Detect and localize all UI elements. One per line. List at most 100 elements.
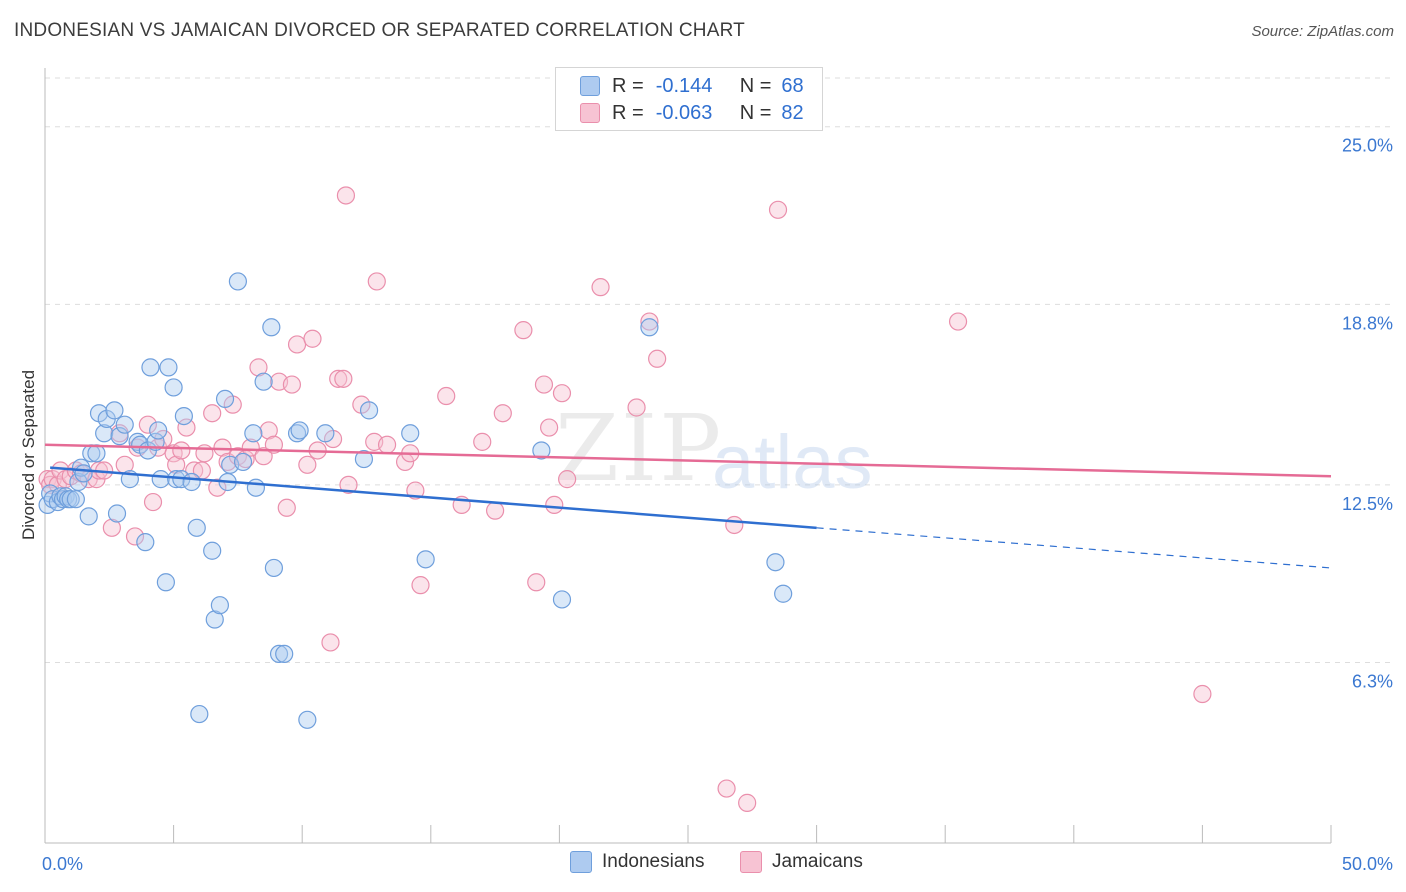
gridlines: [45, 77, 1394, 663]
watermark-zip: ZIP: [555, 395, 723, 502]
jamaican-point: [177, 418, 196, 437]
indonesian-point: [401, 424, 420, 443]
indonesian-point: [290, 421, 309, 440]
jamaican-point: [540, 418, 559, 437]
r-value: -0.063: [655, 101, 713, 124]
jamaican-point: [514, 321, 533, 340]
x-tick-label: 0.0%: [42, 854, 83, 874]
indonesian-point: [203, 541, 222, 560]
indonesian-point: [156, 573, 175, 592]
r-label: R =: [612, 74, 644, 97]
y-tick-label: 25.0%: [1342, 136, 1393, 156]
indonesian-point: [298, 710, 317, 729]
indonesian-point: [164, 378, 183, 397]
indonesian-point: [149, 421, 168, 440]
jamaican-point: [336, 186, 356, 205]
axes: [44, 68, 1332, 844]
indonesian-point: [205, 610, 224, 629]
jamaican-point: [143, 492, 163, 512]
jamaican-point: [167, 455, 186, 474]
jamaican-point: [51, 461, 70, 480]
chart-title: INDONESIAN VS JAMAICAN DIVORCED OR SEPAR…: [14, 20, 745, 41]
indonesian-point: [174, 406, 193, 426]
indonesian-point: [79, 507, 98, 526]
legend-row-indonesians: R = -0.144 N = 68: [580, 73, 804, 99]
indonesian-point: [269, 644, 289, 663]
jamaican-point: [203, 404, 222, 423]
jamaicans-legend-swatch: [740, 851, 762, 873]
legend-item-jamaicans[interactable]: Jamaicans: [740, 851, 863, 873]
jamaican-point: [259, 421, 278, 440]
jamaican-point: [948, 312, 968, 331]
axis-labels: 6.3% 12.5% 18.8% 25.0% 0.0% 50.0% Divorced or …: [19, 136, 1393, 874]
jamaican-point: [527, 573, 546, 592]
jamaican-point: [298, 455, 317, 474]
jamaican-point: [717, 779, 736, 798]
jamaican-point: [486, 501, 505, 520]
indonesians-trend-line: [50, 466, 817, 530]
indonesian-point: [774, 584, 793, 603]
y-tick-label: 18.8%: [1342, 313, 1393, 333]
indonesians-trend-extension: [816, 527, 1332, 569]
indonesian-point: [53, 490, 73, 509]
jamaican-point: [640, 312, 659, 331]
indonesian-point: [107, 504, 127, 523]
n-value: 82: [781, 101, 804, 124]
jamaican-point: [208, 478, 227, 497]
indonesian-point: [115, 415, 134, 434]
indonesian-point: [316, 424, 335, 443]
jamaicans-legend-label: Jamaicans: [772, 851, 863, 872]
indonesian-point: [354, 449, 374, 469]
jamaican-point: [545, 495, 564, 515]
trend-lines: [44, 443, 1332, 569]
jamaican-point: [218, 452, 237, 472]
jamaican-point: [473, 432, 492, 451]
legend-item-indonesians[interactable]: Indonesians: [570, 851, 704, 873]
jamaicans-swatch: [580, 103, 600, 123]
indonesian-point: [151, 470, 170, 489]
indonesian-point: [215, 389, 235, 408]
jamaican-point: [241, 438, 260, 457]
y-tick-label: 6.3%: [1352, 671, 1393, 691]
jamaican-point: [282, 375, 302, 394]
indonesian-point: [56, 487, 75, 506]
jamaican-point: [768, 200, 788, 219]
indonesians-legend-swatch: [570, 851, 592, 873]
indonesian-point: [244, 424, 263, 443]
indonesian-point: [182, 472, 201, 492]
source-label: Source: ZipAtlas.com: [1251, 23, 1394, 40]
indonesian-point: [262, 318, 281, 337]
jamaican-point: [125, 527, 145, 546]
jamaican-point: [367, 272, 386, 291]
jamaican-point: [249, 358, 268, 377]
n-value: 68: [781, 74, 804, 97]
indonesians-swatch: [580, 76, 600, 96]
jamaican-point: [591, 278, 610, 297]
jamaican-point: [329, 369, 348, 388]
indonesian-point: [287, 424, 307, 443]
indonesian-point: [552, 590, 572, 609]
r-value: -0.144: [655, 74, 713, 97]
jamaican-point: [102, 518, 121, 537]
jamaican-point: [339, 475, 358, 494]
indonesian-point: [141, 358, 160, 377]
jamaican-point: [321, 633, 340, 652]
jamaican-point: [627, 398, 646, 417]
jamaican-point: [738, 793, 757, 812]
jamaican-point: [377, 435, 397, 454]
indonesian-point: [95, 424, 114, 443]
indonesian-point: [264, 558, 284, 578]
watermark: ZIP atlas: [555, 395, 873, 505]
indonesian-point: [190, 704, 209, 724]
jamaican-point: [558, 470, 577, 489]
indonesian-point: [136, 533, 155, 552]
jamaican-point: [648, 349, 667, 368]
y-tick-label: 12.5%: [1342, 494, 1393, 514]
jamaican-point: [437, 386, 456, 406]
jamaican-point: [254, 447, 273, 466]
jamaican-point: [213, 438, 232, 457]
jamaican-point: [411, 576, 430, 595]
indonesian-point: [275, 644, 294, 663]
r-label: R =: [612, 101, 644, 124]
